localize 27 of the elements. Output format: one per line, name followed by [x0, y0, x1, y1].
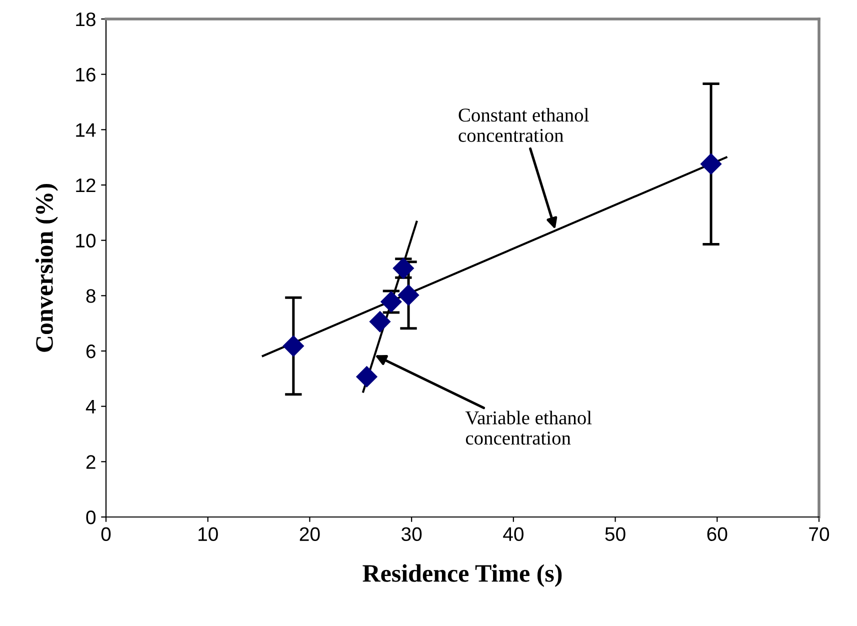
point	[282, 336, 304, 357]
y-tick-label: 2	[86, 455, 96, 469]
y-tick-label: 18	[76, 12, 96, 26]
y-tick-label: 6	[86, 344, 96, 358]
y-tick-label: 16	[76, 68, 96, 82]
y-tick-label: 10	[76, 234, 96, 248]
y-tick-label: 12	[76, 178, 96, 192]
annotation: Variable ethanol concentration	[465, 410, 592, 445]
x-tick-label: 50	[605, 527, 626, 542]
y-tick-label: 8	[86, 289, 96, 303]
point	[398, 284, 420, 306]
x-tick-label: 70	[809, 527, 830, 542]
annotation: Constant ethanol concentration	[458, 108, 589, 142]
y-tick-label: 4	[86, 400, 96, 414]
y-tick-label: 0	[86, 510, 96, 524]
x-tick-label: 10	[198, 527, 218, 542]
point	[356, 366, 378, 388]
x-tick-label: 20	[300, 527, 320, 542]
y-axis-title: Conversion (%)	[35, 184, 58, 352]
point	[369, 311, 391, 332]
x-tick-label: 40	[503, 527, 524, 542]
x-tick-label: 60	[707, 527, 728, 542]
x-tick-label: 30	[402, 527, 422, 542]
x-axis-title: Residence Time (s)	[362, 564, 562, 587]
x-tick-label: 0	[101, 527, 111, 542]
y-tick-label: 14	[76, 123, 96, 137]
point	[700, 153, 722, 174]
